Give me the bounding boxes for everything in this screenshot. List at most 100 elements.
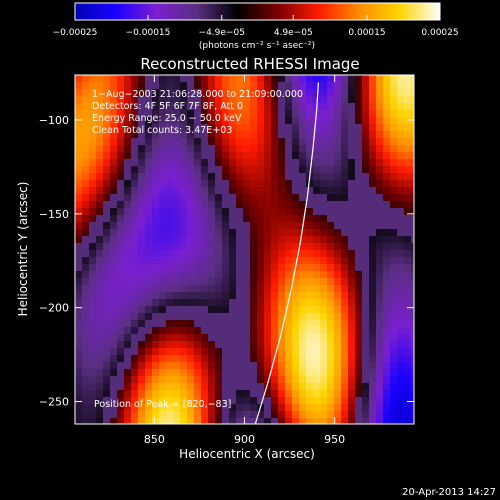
colorbar-tick-label: −4.9e−05 [199, 28, 245, 38]
heatmap-cell [236, 145, 244, 153]
heatmap-cell [236, 397, 244, 405]
heatmap-cell [138, 75, 146, 83]
heatmap-cell [208, 411, 216, 419]
heatmap-cell [117, 313, 125, 321]
heatmap-cell [145, 194, 153, 202]
heatmap-cell [285, 250, 293, 258]
heatmap-cell [117, 229, 125, 237]
heatmap-cell [404, 194, 412, 202]
heatmap-cell [411, 215, 414, 223]
heatmap-cell [138, 208, 146, 216]
heatmap-cell [194, 411, 202, 419]
heatmap-cell [362, 159, 370, 167]
heatmap-cell [369, 376, 377, 384]
heatmap-cell [362, 299, 370, 307]
heatmap-cell [89, 376, 97, 384]
heatmap-cell [313, 369, 321, 377]
heatmap-cell [187, 208, 195, 216]
heatmap-cell [299, 110, 307, 118]
heatmap-cell [208, 397, 216, 405]
heatmap-cell [187, 96, 195, 104]
heatmap-cell [341, 327, 349, 335]
heatmap-cell [131, 334, 139, 342]
heatmap-cell [397, 411, 405, 419]
heatmap-cell [103, 166, 111, 174]
heatmap-cell [278, 145, 286, 153]
heatmap-cell [96, 215, 104, 223]
heatmap-cell [96, 320, 104, 328]
heatmap-cell [194, 292, 202, 300]
heatmap-cell [110, 376, 118, 384]
heatmap-cell [292, 341, 300, 349]
heatmap-cell [292, 362, 300, 370]
heatmap-cell [236, 383, 244, 391]
heatmap-cell [145, 75, 153, 83]
colorbar: −0.00025 −0.00015 −4.9e−05 4.9e−05 0.00015 0.… [53, 2, 459, 51]
heatmap-cell [82, 110, 90, 118]
heatmap-cell [89, 117, 97, 125]
heatmap-cell [180, 376, 188, 384]
heatmap-cell [159, 110, 167, 118]
heatmap-cell [348, 299, 356, 307]
heatmap-cell [362, 236, 370, 244]
heatmap-cell [201, 131, 209, 139]
heatmap-cell [299, 278, 307, 286]
heatmap-cell [194, 278, 202, 286]
heatmap-cell [355, 306, 363, 314]
heatmap-cell [131, 299, 139, 307]
heatmap-cell [166, 334, 174, 342]
heatmap-cell [348, 89, 356, 97]
heatmap-cell [82, 89, 90, 97]
heatmap-cell [271, 320, 279, 328]
heatmap-cell [110, 201, 118, 209]
heatmap-cell [250, 299, 258, 307]
heatmap-cell [348, 369, 356, 377]
heatmap-cell [278, 418, 286, 424]
heatmap-cell [194, 208, 202, 216]
heatmap-cell [390, 152, 398, 160]
heatmap-cell [285, 215, 293, 223]
heatmap-cell [103, 334, 111, 342]
heatmap-cell [229, 152, 237, 160]
heatmap-cell [411, 229, 414, 237]
heatmap-cell [89, 250, 97, 258]
heatmap-cell [103, 243, 111, 251]
heatmap-cell [180, 397, 188, 405]
heatmap-cell [138, 173, 146, 181]
heatmap-cell [390, 194, 398, 202]
heatmap-cell [320, 166, 328, 174]
heatmap-cell [306, 222, 314, 230]
heatmap-cell [201, 96, 209, 104]
heatmap-cell [89, 306, 97, 314]
heatmap-cell [264, 376, 272, 384]
heatmap-cell [236, 89, 244, 97]
heatmap-cell [173, 229, 181, 237]
heatmap-cell [131, 327, 139, 335]
heatmap-cell [243, 89, 251, 97]
heatmap-cell [411, 110, 414, 118]
heatmap-cell [131, 201, 139, 209]
heatmap-cell [124, 313, 132, 321]
heatmap-cell [250, 292, 258, 300]
heatmap-cell [362, 418, 370, 424]
heatmap-cell [138, 285, 146, 293]
heatmap-cell [334, 159, 342, 167]
heatmap-cell [278, 404, 286, 412]
heatmap-cell [75, 348, 83, 356]
heatmap-cell [180, 341, 188, 349]
heatmap-cell [278, 201, 286, 209]
heatmap-cell [173, 103, 181, 111]
heatmap-cell [327, 173, 335, 181]
heatmap-cell [138, 229, 146, 237]
heatmap-cell [292, 103, 300, 111]
heatmap-cell [180, 75, 188, 83]
heatmap-cell [103, 236, 111, 244]
heatmap-cell [152, 369, 160, 377]
heatmap-cell [89, 264, 97, 272]
heatmap-cell [166, 75, 174, 83]
heatmap-cell [243, 306, 251, 314]
heatmap-cell [278, 362, 286, 370]
heatmap-cell [82, 166, 90, 174]
heatmap-cell [159, 173, 167, 181]
heatmap-cell [313, 278, 321, 286]
